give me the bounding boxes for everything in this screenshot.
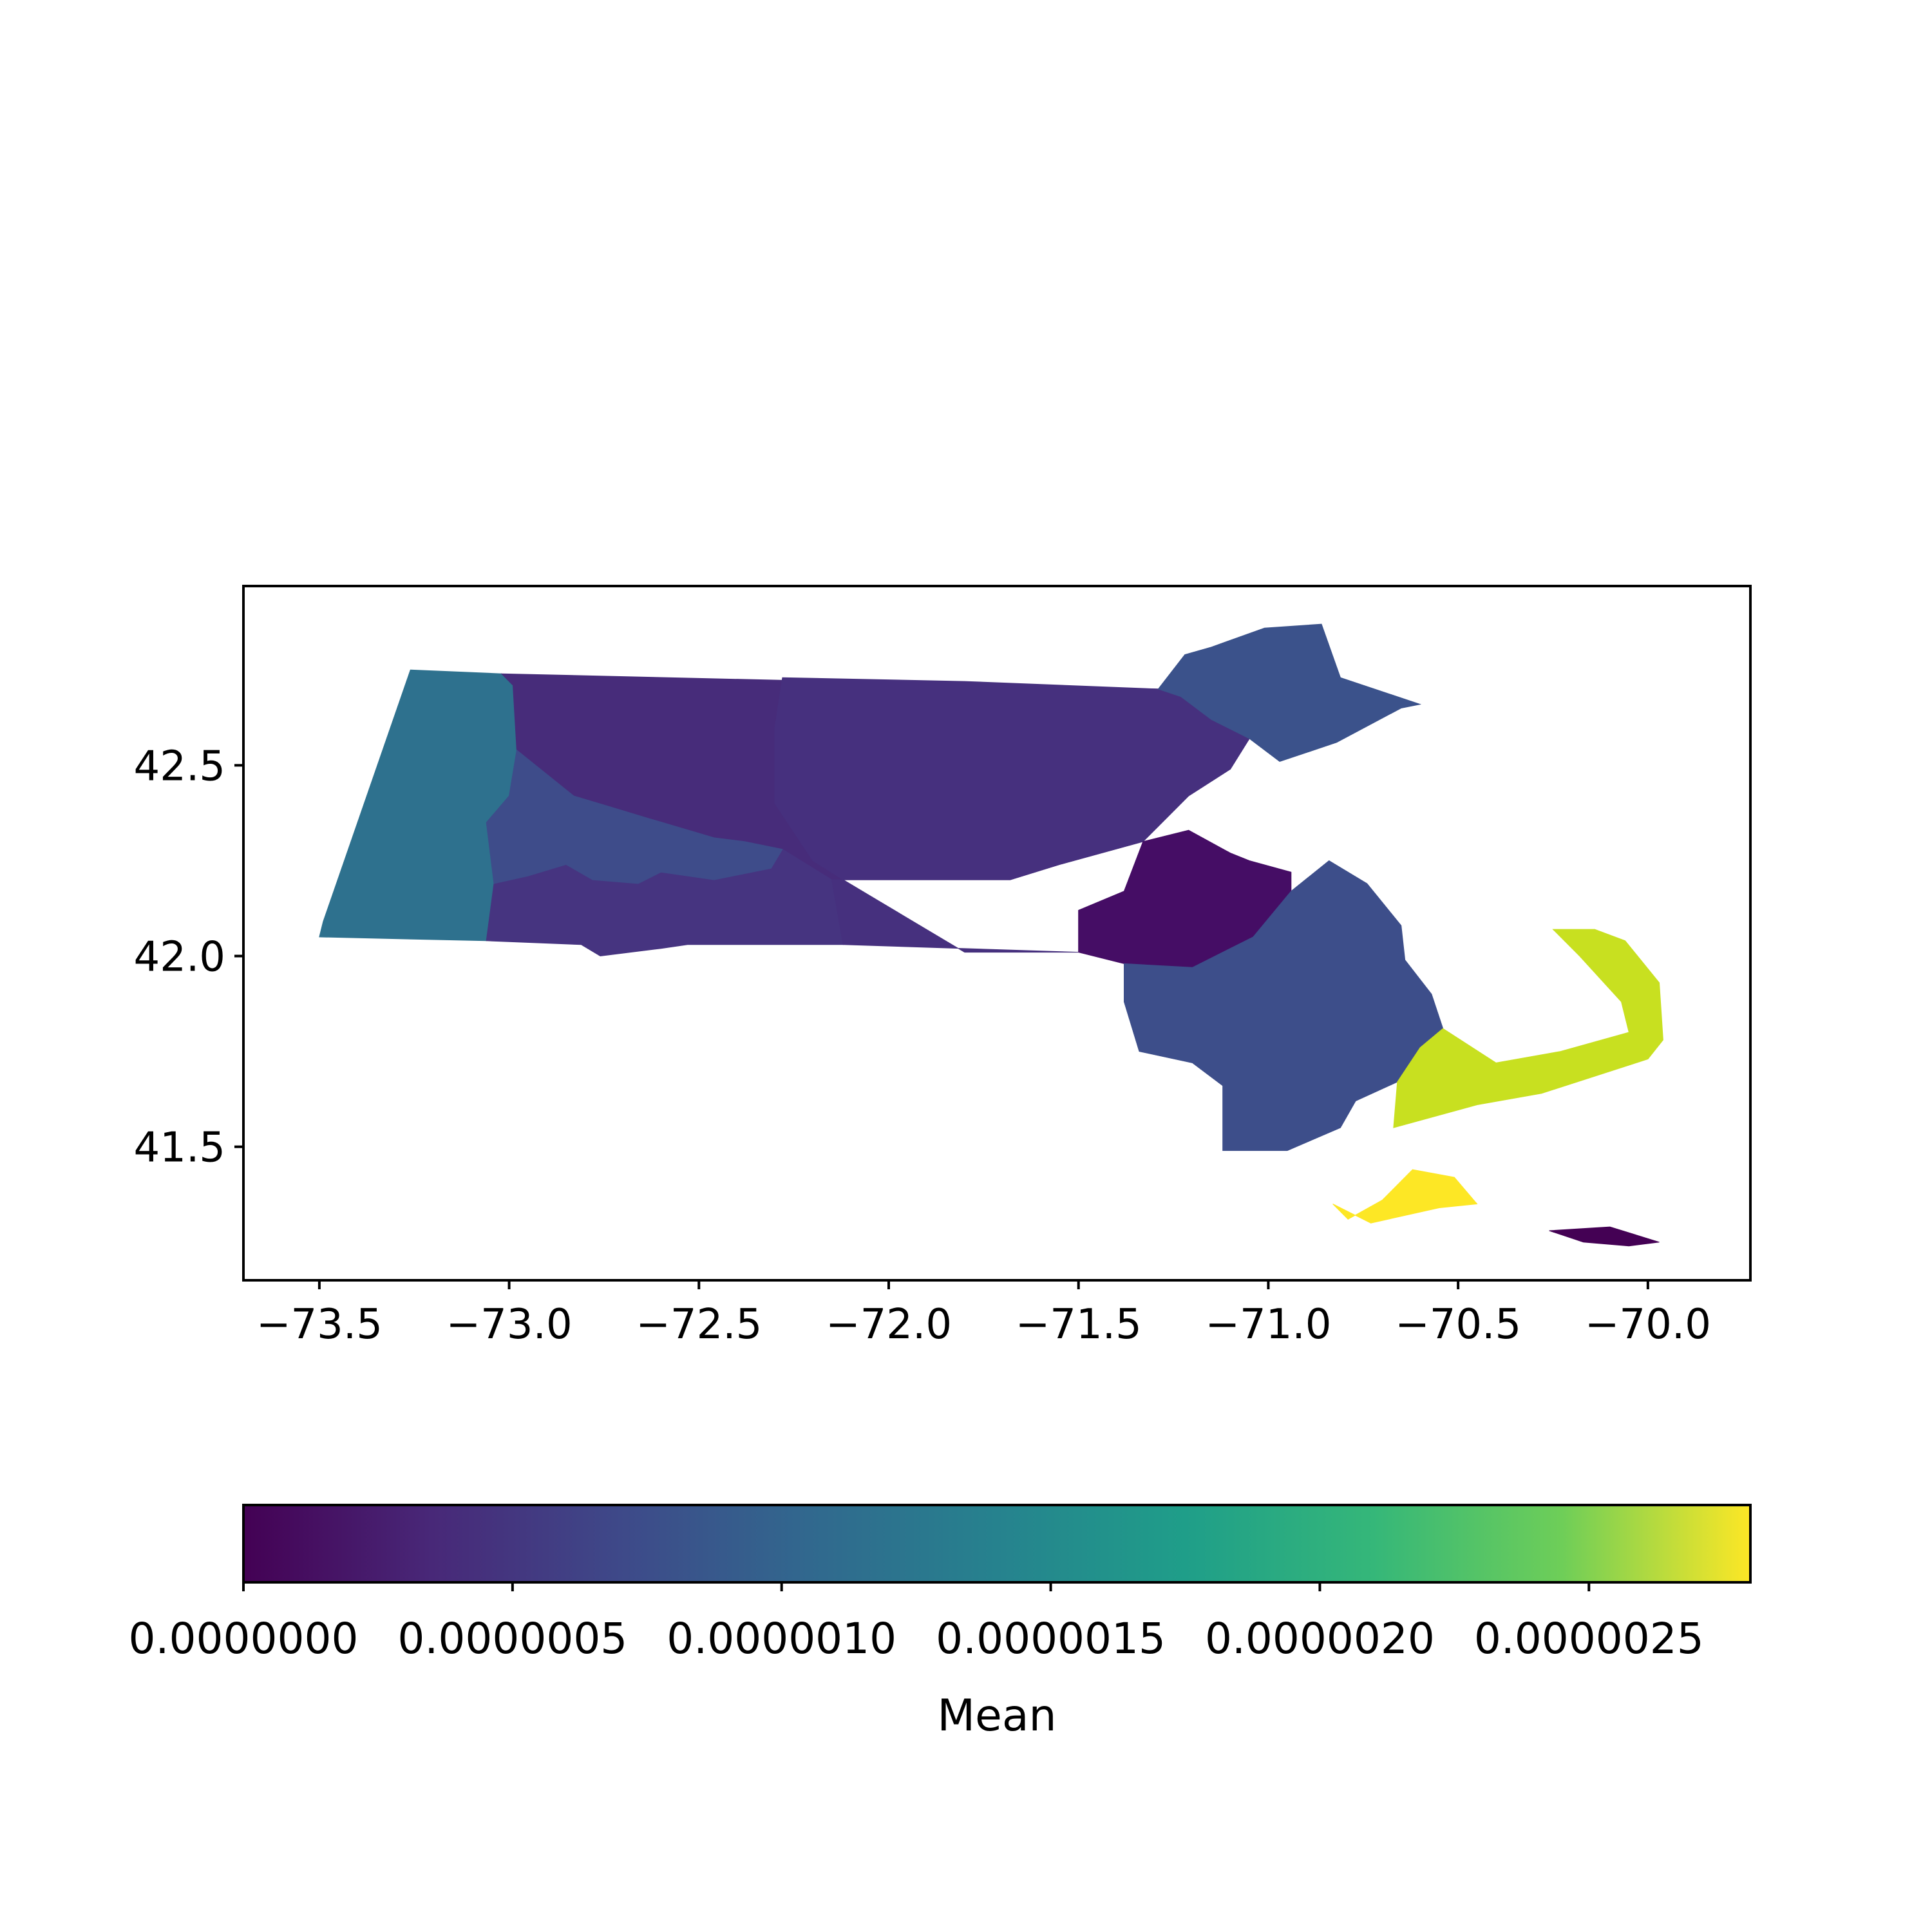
region-9 [1332,1169,1478,1224]
x-tick-label: −71.5 [1016,1301,1142,1349]
colorbar-tick-label: 0.0000025 [1474,1614,1704,1663]
region-10 [1549,1226,1660,1247]
x-tick-label: −72.5 [636,1301,762,1349]
colorbar [242,1504,1752,1584]
x-tick-label: −73.0 [446,1301,573,1349]
x-tick-label: −73.5 [256,1301,383,1349]
colorbar-label: Mean [937,1690,1056,1741]
region-8 [1393,929,1663,1128]
x-axis-ticks: −73.5 −73.0 −72.5 −72.0 −71.5 −71.0 −70.5 −70.0 [256,1280,1711,1349]
y-tick-label: 42.5 [134,743,226,790]
colorbar-tick-label: 0.0000020 [1205,1614,1435,1663]
region-7 [1157,623,1422,762]
y-tick-label: 41.5 [134,1124,226,1172]
map-axes-frame [242,585,1752,1282]
county-regions [319,623,1663,1247]
colorbar-tick-label: 0.0000005 [397,1614,627,1663]
x-tick-label: −71.0 [1205,1301,1331,1349]
colorbar-tick-label: 0.0000010 [667,1614,896,1663]
colorbar-tick-label: 0.0000015 [936,1614,1166,1663]
x-tick-label: −70.5 [1395,1301,1521,1349]
colorbar-tick-label: 0.0000000 [129,1614,359,1663]
x-tick-label: −70.0 [1585,1301,1711,1349]
y-axis-ticks: 41.5 42.0 42.5 [134,743,243,1172]
colorbar-ticks: 0.0000000 0.0000005 0.0000010 0.0000015 0.00… [129,1582,1704,1663]
y-tick-label: 42.0 [134,934,226,981]
x-tick-label: −72.0 [826,1301,952,1349]
region-3 [486,749,783,884]
